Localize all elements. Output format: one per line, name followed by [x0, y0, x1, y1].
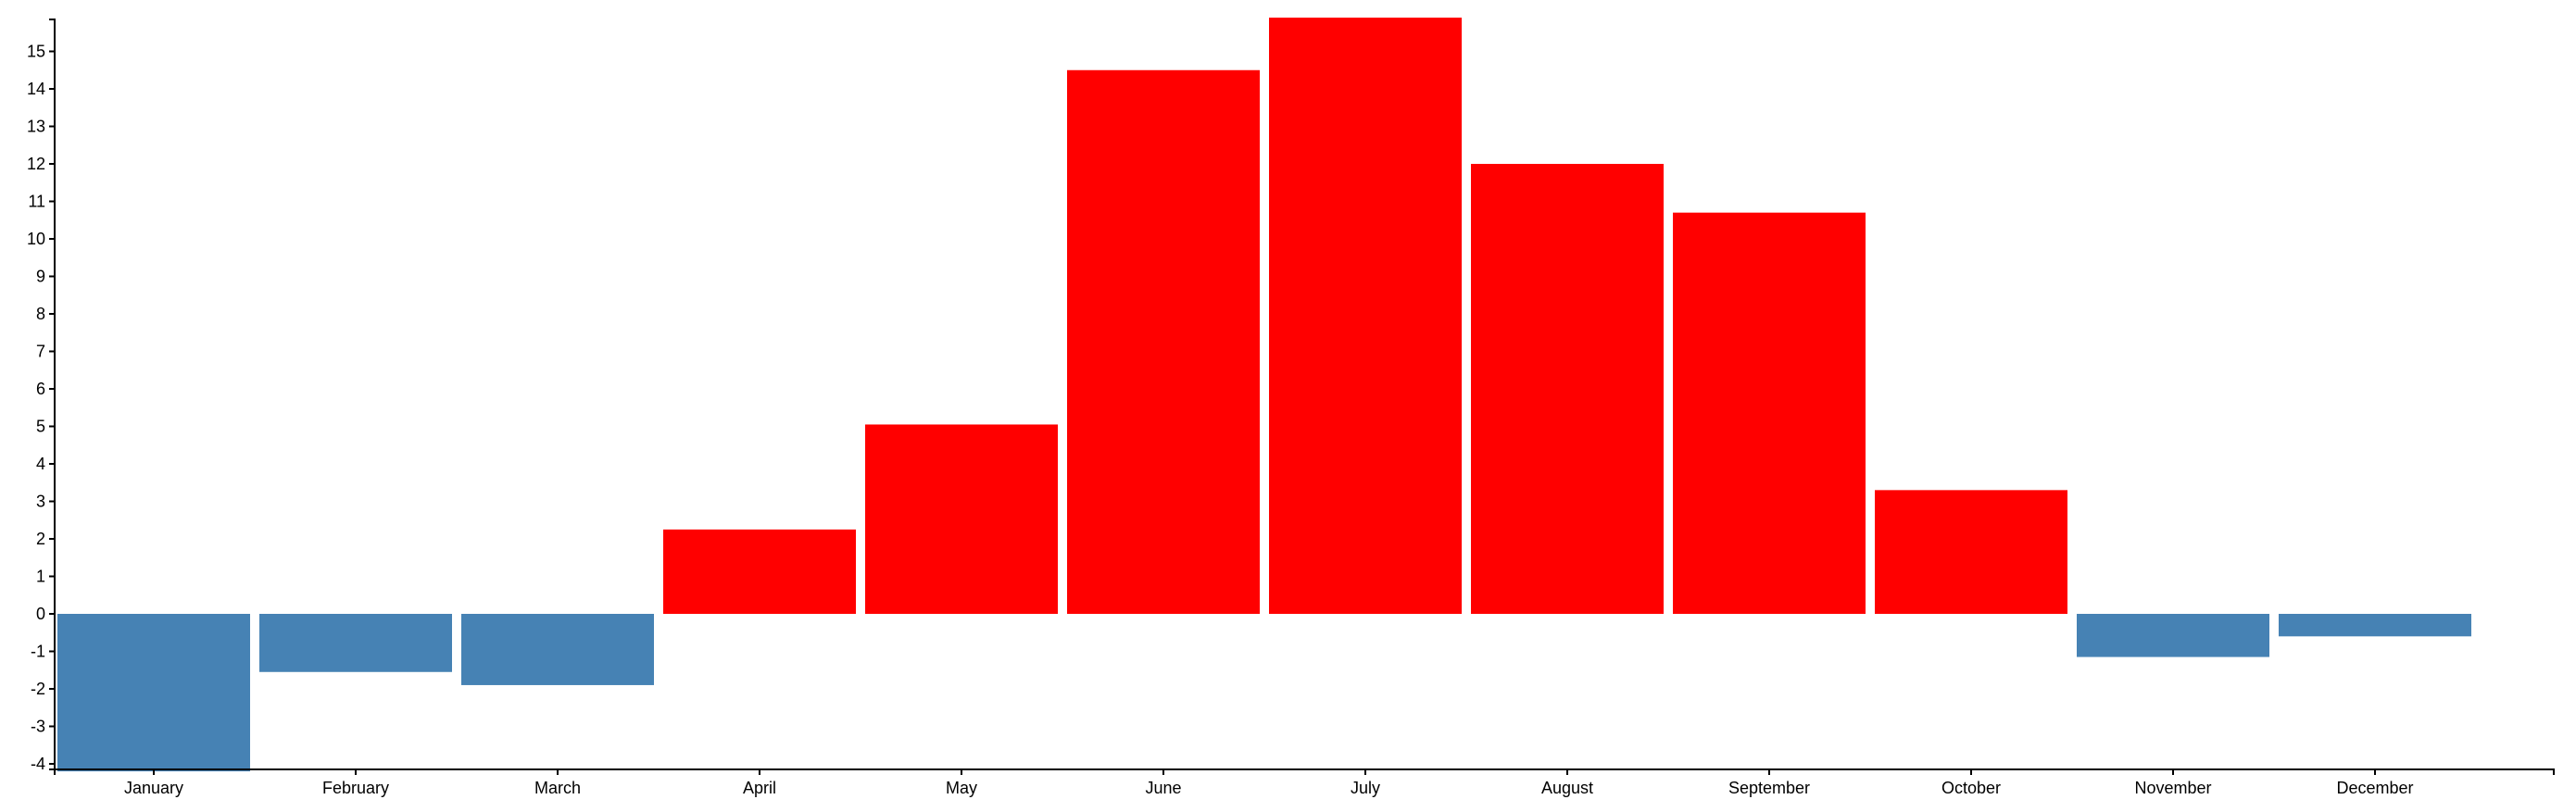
y-tick-label: 7 [36, 343, 45, 361]
y-tick-label: 5 [36, 418, 45, 436]
x-axis: January February March April May June July Augu… [54, 768, 2555, 797]
bar-october [1875, 490, 2067, 614]
y-tick-label: 12 [27, 155, 45, 173]
x-tick-label-january: January [124, 779, 183, 797]
x-tick-label-april: April [743, 779, 776, 797]
x-tick-label-june: June [1145, 779, 1181, 797]
y-tick-label: 10 [27, 230, 45, 248]
x-tick-label-august: August [1541, 779, 1593, 797]
y-tick-label: -1 [31, 643, 45, 661]
y-tick-label: 8 [36, 305, 45, 323]
x-axis-line [54, 768, 2555, 775]
y-tick-label: 6 [36, 380, 45, 398]
bar-july [1269, 18, 1462, 615]
bar-november [2077, 614, 2269, 657]
bar-december [2279, 614, 2471, 637]
x-tick-label-september: September [1728, 779, 1810, 797]
bars-layer [57, 18, 2471, 772]
y-tick-label: -2 [31, 680, 45, 698]
bar-april [663, 529, 856, 614]
x-tick-label-may: May [946, 779, 977, 797]
bar-june [1067, 69, 1260, 614]
y-tick-label: 2 [36, 530, 45, 548]
y-tick-label: -4 [31, 755, 45, 773]
bar-may [865, 424, 1058, 614]
bar-september [1673, 212, 1866, 614]
y-tick-label: 3 [36, 493, 45, 511]
x-tick-label-october: October [1941, 779, 2001, 797]
y-tick-label: 4 [36, 455, 45, 473]
y-tick-label: 14 [27, 80, 45, 98]
bar-february [259, 614, 452, 672]
x-tick-label-february: February [322, 779, 389, 797]
y-tick-label: 13 [27, 118, 45, 136]
y-tick-label: 11 [28, 193, 45, 211]
x-tick-label-july: July [1351, 779, 1380, 797]
bar-august [1471, 164, 1664, 614]
bar-january [57, 614, 250, 772]
x-tick-label-march: March [534, 779, 581, 797]
y-tick-label: 9 [36, 268, 45, 286]
y-tick-label: 1 [36, 568, 45, 586]
y-tick-label: 15 [27, 43, 45, 61]
x-tick-label-december: December [2336, 779, 2413, 797]
y-tick-label: -3 [31, 718, 45, 736]
y-axis-line [49, 19, 56, 770]
x-tick-label-november: November [2134, 779, 2211, 797]
bar-march [461, 614, 654, 685]
y-tick-label: 0 [36, 605, 45, 623]
